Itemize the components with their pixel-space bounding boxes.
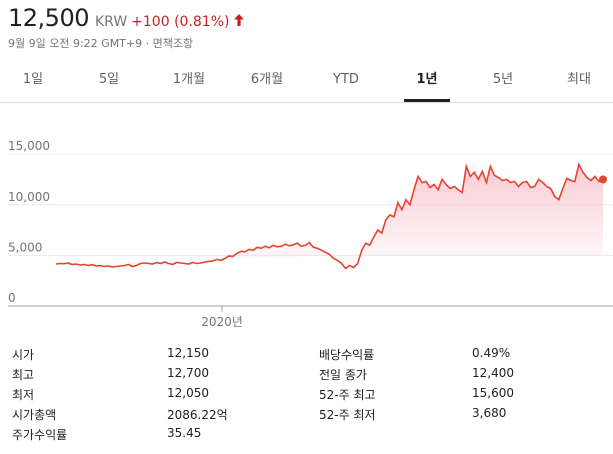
stat-label-market-cap: 시가총액 [12, 408, 57, 422]
price-area-fill [56, 164, 603, 269]
stat-value-pe-ratio: 35.45 [167, 426, 202, 440]
stat-value-52w-high: 15,600 [472, 386, 514, 400]
price-change: +100 (0.81%) [131, 14, 230, 30]
y-tick-label: 5,000 [8, 240, 42, 254]
stat-row: 최저 12,050 52-주 최고 15,600 [12, 386, 612, 406]
tab-ytd[interactable]: YTD [333, 72, 359, 87]
stat-label-low: 최저 [12, 388, 35, 402]
stat-value-open: 12,150 [167, 346, 209, 360]
tab-1d[interactable]: 1일 [22, 72, 44, 87]
y-tick-label: 0 [8, 291, 16, 305]
tab-6m[interactable]: 6개월 [250, 72, 284, 87]
stat-value-52w-low: 3,680 [472, 406, 507, 420]
stat-label-open: 시가 [12, 348, 35, 362]
stat-row: 최고 12,700 전일 종가 12,400 [12, 366, 612, 386]
stat-label-prev-close: 전일 종가 [319, 368, 367, 382]
last-price-marker [599, 175, 607, 184]
price-chart[interactable]: 15,000 10,000 5,000 0 2020년 [0, 116, 613, 336]
stat-label-52w-high: 52-주 최고 [319, 388, 376, 402]
stat-value-market-cap: 2086.22억 [167, 408, 228, 422]
stat-value-prev-close: 12,400 [472, 366, 514, 380]
quote-timestamp: 9월 9일 오전 9:22 GMT+9 · 면책조항 [8, 37, 194, 50]
tab-1m[interactable]: 1개월 [172, 72, 206, 87]
stat-label-pe-ratio: 주가수익률 [12, 428, 68, 442]
quote-header: 12,500 KRW +100 (0.81%) 9월 9일 오전 9:22 GM… [8, 4, 245, 51]
stat-label-52w-low: 52-주 최저 [319, 408, 376, 422]
stat-row: 시가총액 2086.22억 52-주 최저 3,680 [12, 406, 612, 426]
tab-5d[interactable]: 5일 [98, 72, 120, 87]
price-row: 12,500 KRW +100 (0.81%) [8, 4, 245, 32]
tab-5y[interactable]: 5년 [492, 72, 514, 87]
y-axis-ticks: 15,000 10,000 5,000 0 [8, 139, 50, 305]
y-tick-label: 10,000 [8, 190, 50, 204]
x-axis-tick-label: 2020년 [201, 315, 243, 329]
range-tabs: 1일 5일 1개월 6개월 YTD 1년 5년 최대 [0, 64, 613, 103]
arrow-up-icon [233, 12, 245, 26]
tab-1y[interactable]: 1년 [404, 64, 450, 102]
stat-row: 시가 12,150 배당수익률 0.49% [12, 346, 612, 366]
price-line [55, 161, 604, 270]
stat-label-high: 최고 [12, 368, 35, 382]
stat-value-high: 12,700 [167, 366, 209, 380]
currency-code: KRW [94, 14, 128, 30]
tab-max[interactable]: 최대 [567, 72, 591, 87]
stat-label-dividend-yield: 배당수익률 [319, 348, 375, 362]
stat-value-low: 12,050 [167, 386, 209, 400]
y-tick-label: 15,000 [8, 139, 50, 153]
stat-value-dividend-yield: 0.49% [472, 346, 511, 360]
stat-row: 주가수익률 35.45 [12, 426, 612, 446]
current-price: 12,500 [8, 4, 89, 32]
